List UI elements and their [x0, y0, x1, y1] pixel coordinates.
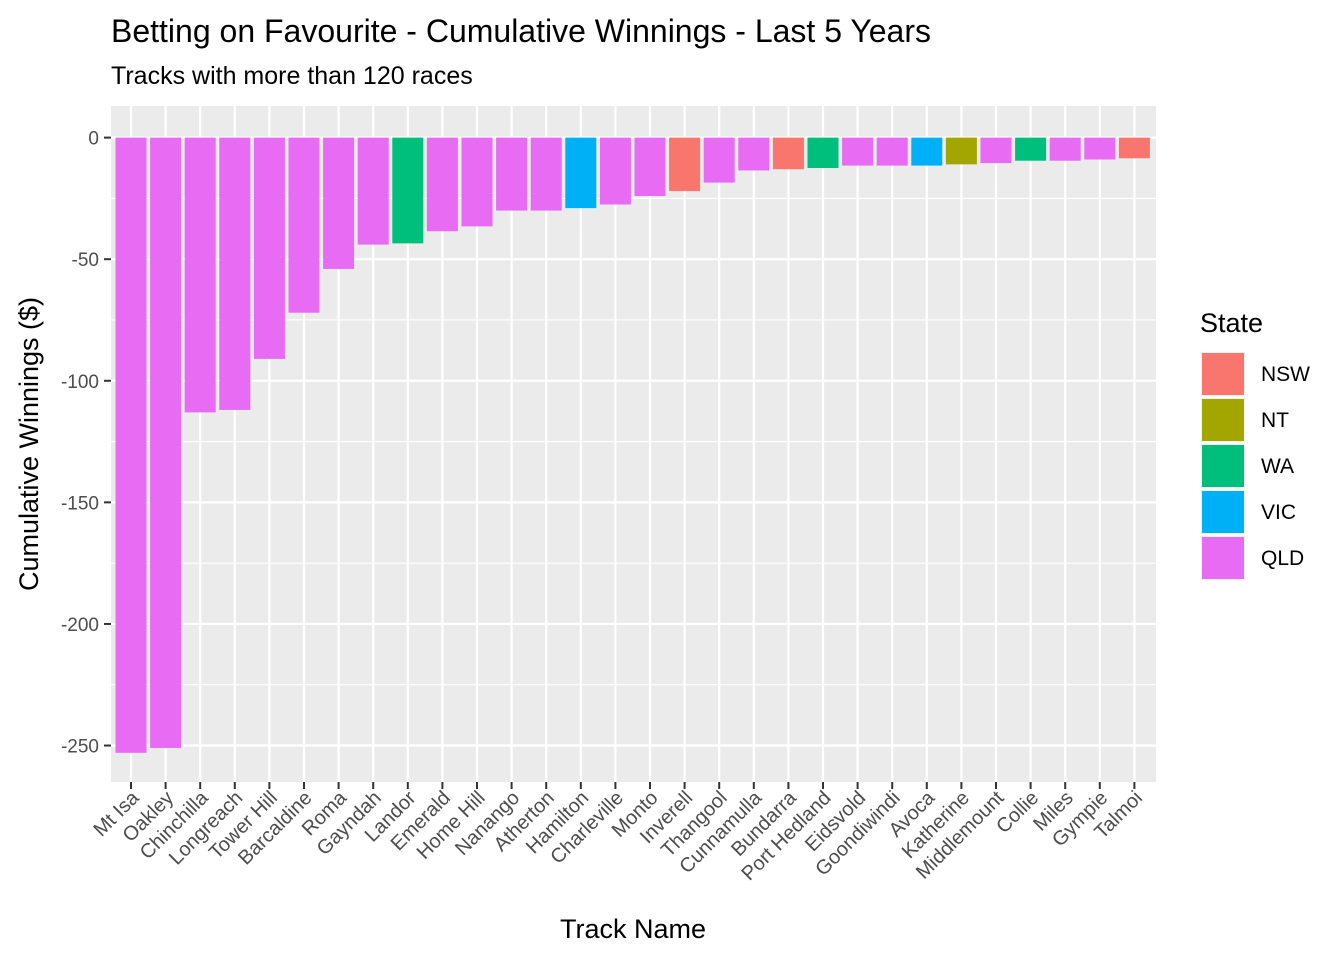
bar-bundarra	[772, 137, 804, 170]
bar-collie	[1015, 137, 1047, 161]
bar-mt-isa	[115, 137, 147, 753]
y-axis-title: Cumulative Winnings ($)	[14, 297, 44, 591]
bar-monto	[634, 137, 666, 196]
grid-lines	[111, 106, 1156, 782]
y-axis: 0 -50 -100 -150 -200 -250	[61, 129, 111, 758]
legend-label-nsw: NSW	[1261, 363, 1310, 386]
y-tick-label: -150	[61, 493, 99, 514]
bar-talmoi	[1118, 137, 1150, 159]
legend-label-qld: QLD	[1261, 547, 1304, 570]
bar-home-hill	[461, 137, 493, 227]
bar-port-hedland	[807, 137, 839, 169]
y-tick-label: -200	[61, 615, 99, 636]
bar-katherine	[945, 137, 977, 165]
bar-charleville	[599, 137, 631, 205]
legend-swatch-vic	[1202, 491, 1244, 533]
bar-tower-hill	[253, 137, 285, 359]
bar-chinchilla	[184, 137, 216, 413]
chart-subtitle: Tracks with more than 120 races	[111, 62, 473, 90]
y-tick-label: 0	[88, 129, 99, 150]
legend-label-vic: VIC	[1261, 501, 1296, 524]
legend-label-wa: WA	[1261, 455, 1294, 478]
legend-title: State	[1200, 308, 1263, 338]
bar-emerald	[426, 137, 458, 232]
bar-longreach	[219, 137, 251, 410]
bar-cunnamulla	[738, 137, 770, 171]
x-axis-title: Track Name	[560, 914, 706, 944]
legend-swatch-qld	[1202, 537, 1244, 579]
bar-roma	[323, 137, 355, 269]
bar-thangool	[703, 137, 735, 183]
bar-goondiwindi	[876, 137, 908, 166]
legend-label-nt: NT	[1261, 409, 1289, 432]
y-tick-label: -250	[61, 737, 99, 758]
bar-inverell	[669, 137, 701, 192]
legend-swatch-nsw	[1202, 353, 1244, 395]
bar-nanango	[496, 137, 528, 211]
bar-atherton	[530, 137, 562, 211]
chart-title: Betting on Favourite - Cumulative Winnin…	[111, 13, 931, 49]
legend-swatch-wa	[1202, 445, 1244, 487]
legend: State NSW NT WA VIC QLD	[1200, 308, 1310, 580]
bar-hamilton	[565, 137, 597, 209]
bar-gayndah	[357, 137, 389, 245]
bars	[115, 137, 1150, 753]
bar-barcaldine	[288, 137, 320, 313]
legend-swatch-nt	[1202, 399, 1244, 441]
y-tick-label: -50	[72, 250, 99, 271]
plot-panel	[111, 106, 1156, 782]
bar-avoca	[911, 137, 943, 166]
bar-miles	[1049, 137, 1081, 161]
bar-middlemount	[980, 137, 1012, 164]
bar-oakley	[150, 137, 182, 748]
bar-eidsvold	[842, 137, 874, 166]
bar-landor	[392, 137, 424, 244]
y-tick-label: -100	[61, 372, 99, 393]
bar-gympie	[1084, 137, 1116, 160]
